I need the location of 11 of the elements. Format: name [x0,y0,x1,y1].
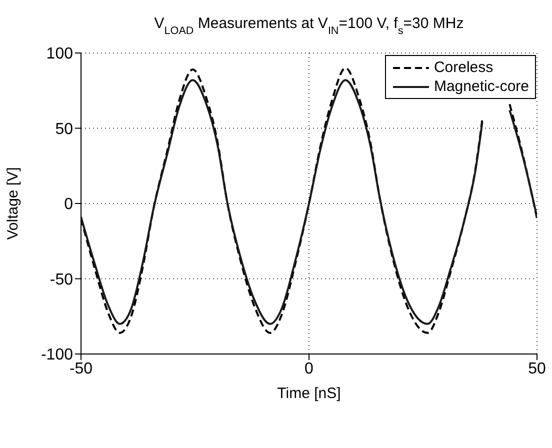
y-axis-title: Voltage [V] [4,167,22,240]
y-tick-label: 100 [46,46,74,63]
y-tick-label: 50 [55,120,74,138]
y-tick-label: -50 [50,271,74,288]
x-axis-title: Time [nS] [277,385,341,402]
x-tick-label: 50 [528,360,546,378]
legend-label: Coreless [434,58,494,77]
legend-label: Magnetic-core [434,77,529,96]
chart-title: V$_{LOAD}$ Measurements at V$_{IN}$=100 V, f$_{s}$=30 MHz [154,15,464,37]
y-tick-label: 0 [64,196,74,214]
x-tick-label: 0 [304,360,314,378]
